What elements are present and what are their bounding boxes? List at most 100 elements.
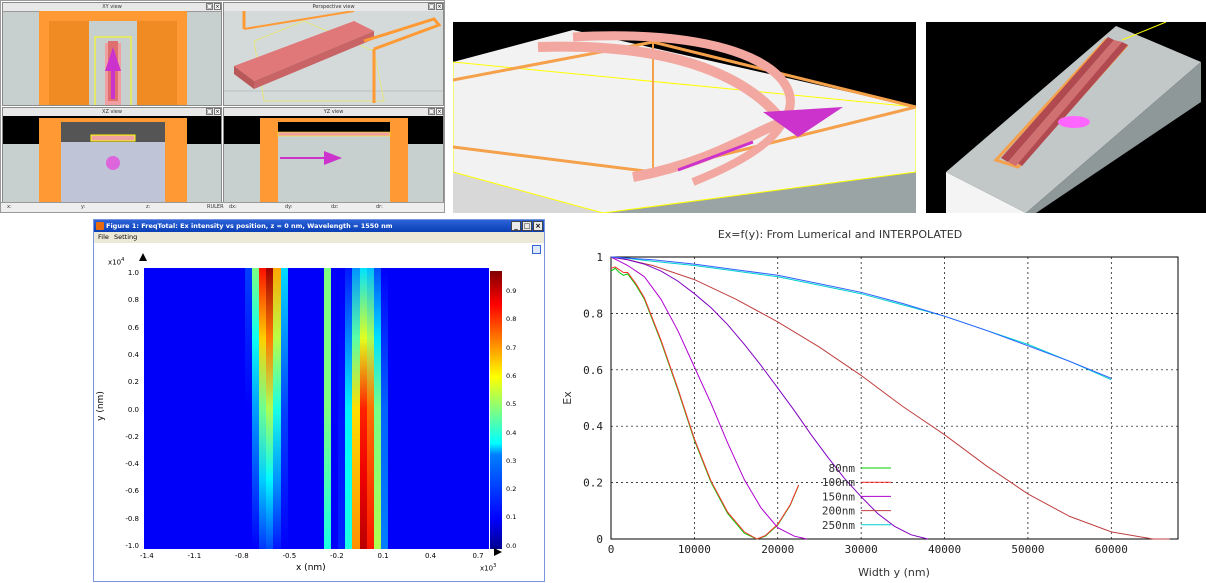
status-z-label: z: (146, 203, 150, 212)
app-icon (96, 222, 104, 230)
y-tick-label: 0.6 (583, 364, 603, 377)
heatmap-y-tick: -0.6 (125, 487, 139, 495)
viewport-maximize-button[interactable]: □ (428, 3, 435, 10)
viewport-close-button[interactable]: × (214, 108, 221, 115)
dock-icon[interactable] (532, 245, 541, 254)
status-dz-label: dz: (331, 203, 338, 212)
cad-status-bar: x: y: z: RULER dx: dy: dz: dr: (1, 202, 444, 212)
colorbar-tick: 0.7 (506, 344, 516, 352)
maximize-button[interactable]: □ (522, 221, 532, 231)
chart-y-label: Ex (561, 391, 574, 405)
ex-vs-width-chart: Ex=f(y): From Lumerical and INTERPOLATED… (555, 220, 1205, 582)
x-multiplier-exp: 3 (493, 563, 496, 569)
colorbar-tick: 0.8 (506, 315, 516, 323)
heatmap-x-tick: -0.2 (330, 552, 344, 560)
heatmap-x-tick: -0.8 (235, 552, 249, 560)
curved-waveguide-render (453, 22, 916, 213)
x-tick-label: 50000 (1011, 543, 1044, 556)
status-y-label: y: (81, 203, 85, 212)
status-dx-label: dx: (229, 203, 237, 212)
heatmap-y-tick: 0.2 (128, 378, 139, 386)
y-tick-label: 1 (596, 251, 603, 264)
colorbar-tick: 0.3 (506, 457, 516, 465)
cad-window: XY view □ × Perspective view □ × (0, 0, 445, 213)
colorbar-tick: 0.6 (506, 372, 516, 380)
colorbar (490, 271, 502, 549)
heatmap-x-tick: 0.4 (425, 552, 436, 560)
colorbar-tick: 0.0 (506, 542, 516, 550)
heatmap-y-tick: -0.8 (125, 515, 139, 523)
heatmap-column (482, 268, 489, 549)
perspective-geometry (224, 11, 444, 106)
heatmap-x-tick: 0.7 (473, 552, 484, 560)
heatmap-x-tick: -1.4 (140, 552, 154, 560)
heatmap-y-tick: 0.8 (128, 296, 139, 304)
x-multiplier: x103 (480, 563, 496, 572)
viewport-maximize-button[interactable]: □ (206, 108, 213, 115)
status-ruler-label: RULER (207, 203, 224, 212)
curved-waveguide-image (453, 22, 916, 213)
xz-geometry (3, 116, 222, 204)
x-axis-arrow (490, 547, 502, 557)
minimize-button[interactable]: _ (511, 221, 521, 231)
y-axis-label: y (nm) (96, 391, 106, 421)
legend-label: 200nm (822, 505, 855, 518)
colorbar-tick: 0.9 (506, 287, 516, 295)
status-dr-label: dr: (376, 203, 383, 212)
yz-geometry (224, 116, 444, 204)
chart-x-label: Width y (nm) (858, 566, 930, 579)
heatmap-y-tick: 0.4 (128, 351, 139, 359)
legend-label: 100nm (822, 476, 855, 489)
x-tick-label: 60000 (1095, 543, 1128, 556)
field-intensity-heatmap (144, 268, 489, 549)
colorbar-tick: 0.4 (506, 429, 516, 437)
menu-setting[interactable]: Setting (114, 232, 137, 243)
viewport-maximize-button[interactable]: □ (206, 3, 213, 10)
y-tick-label: 0.8 (583, 307, 603, 320)
y-tick-label: 0.4 (583, 420, 603, 433)
heatmap-y-tick: 0.6 (128, 324, 139, 332)
figure-window: Figure 1: FreqTotal: Ex intensity vs pos… (93, 219, 545, 582)
viewport-close-button[interactable]: × (436, 3, 443, 10)
heatmap-y-tick: -0.4 (125, 460, 139, 468)
status-x-label: x: (7, 203, 12, 212)
colorbar-tick: 0.1 (506, 513, 516, 521)
chart-title: Ex=f(y): From Lumerical and INTERPOLATED (718, 228, 962, 241)
y-tick-label: 0.2 (583, 477, 603, 490)
viewport-close-button[interactable]: × (436, 108, 443, 115)
y-multiplier: x104 (108, 257, 124, 266)
perspective-viewport[interactable]: Perspective view □ × (223, 2, 444, 106)
x-tick-label: 10000 (678, 543, 711, 556)
heatmap-y-tick: 0.0 (128, 406, 139, 414)
x-axis-label: x (nm) (296, 563, 326, 573)
x-multiplier-base: x10 (480, 564, 493, 572)
y-multiplier-exp: 4 (121, 257, 124, 263)
legend-label: 150nm (822, 490, 855, 503)
close-button[interactable]: × (533, 221, 543, 231)
heatmap-y-tick: -0.2 (125, 433, 139, 441)
y-multiplier-base: x10 (108, 258, 121, 266)
menu-file[interactable]: File (98, 232, 109, 243)
heatmap-y-tick: 1.0 (128, 269, 139, 277)
figure-menubar: File Setting (94, 232, 544, 243)
yz-viewport[interactable]: YZ view □ × (223, 107, 444, 204)
colorbar-tick: 0.5 (506, 400, 516, 408)
figure-canvas: x104 1.0 0.8 0.6 0.4 0.2 0.0 -0.2 -0.4 -0.6 -0.8-… (94, 243, 544, 581)
heatmap-x-tick: -0.5 (283, 552, 297, 560)
heatmap-x-tick: 0.1 (378, 552, 389, 560)
viewport-close-button[interactable]: × (214, 3, 221, 10)
xz-viewport[interactable]: XZ view □ × (2, 107, 222, 204)
plot-area (611, 257, 1178, 539)
x-tick-label: 20000 (761, 543, 794, 556)
x-tick-label: 30000 (845, 543, 878, 556)
x-tick-label: 0 (608, 543, 615, 556)
heatmap-y-tick: -1.0 (125, 542, 139, 550)
straight-waveguide-image (926, 22, 1206, 213)
figure-titlebar[interactable]: Figure 1: FreqTotal: Ex intensity vs pos… (94, 220, 544, 232)
heatmap-x-tick: -1.1 (188, 552, 202, 560)
viewport-maximize-button[interactable]: □ (428, 108, 435, 115)
legend-label: 80nm (829, 462, 856, 475)
xy-geometry (3, 11, 222, 106)
xy-viewport[interactable]: XY view □ × (2, 2, 222, 106)
figure-title: Figure 1: FreqTotal: Ex intensity vs pos… (106, 220, 393, 232)
